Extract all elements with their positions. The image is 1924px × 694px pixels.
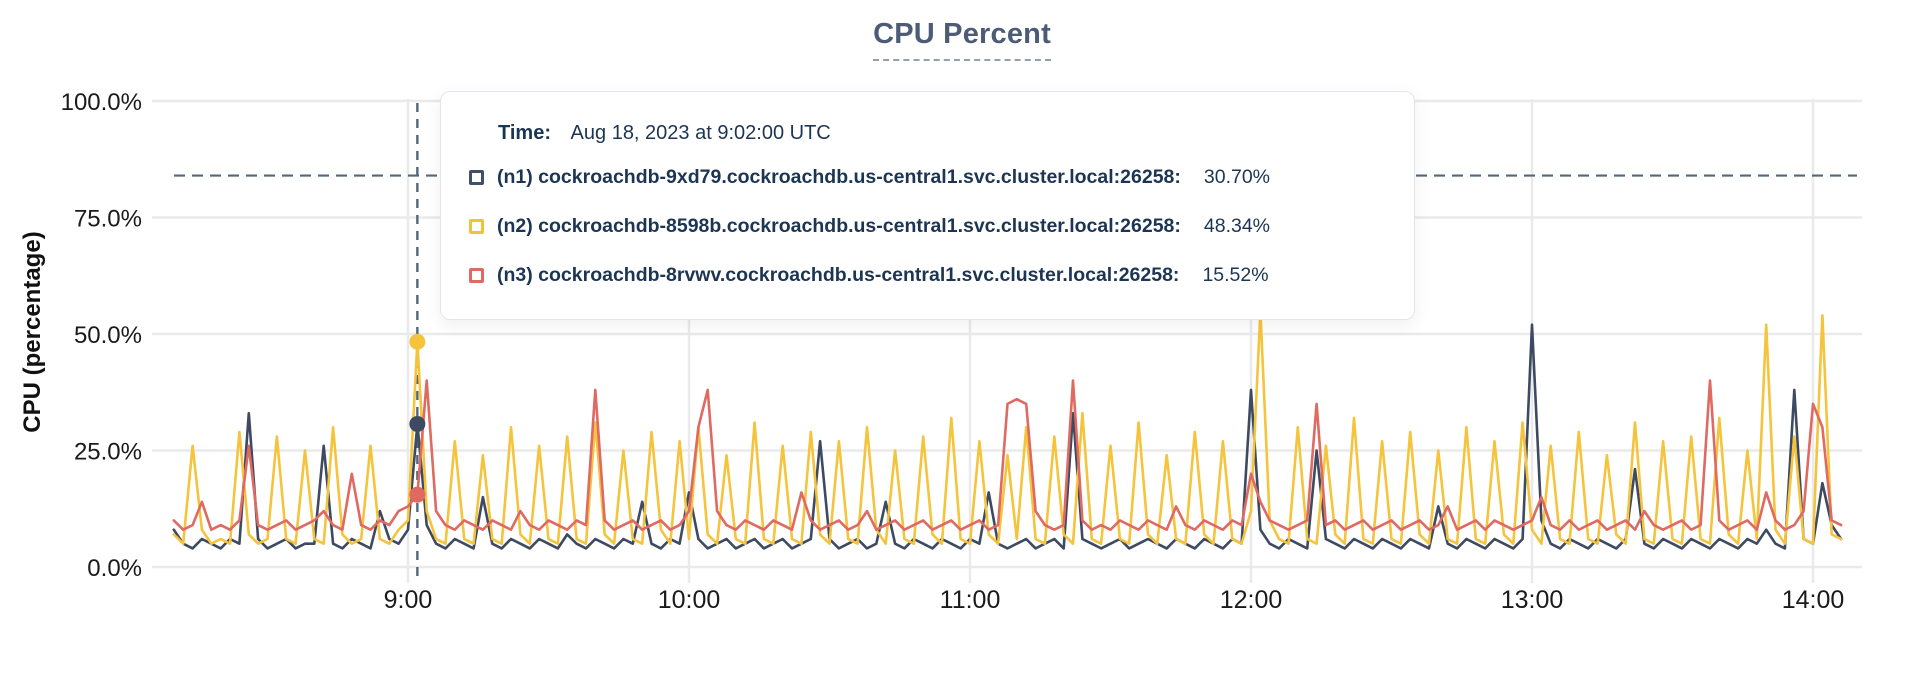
series-line-n2	[172, 309, 1843, 546]
y-tick-label: 100.0%	[61, 89, 142, 116]
x-tick-label: 9:00	[384, 586, 433, 614]
tooltip-time-row: Time: Aug 18, 2023 at 9:02:00 UTC	[498, 122, 1390, 145]
hover-point-marker-n2	[409, 333, 426, 350]
hover-point-marker-n1	[409, 415, 426, 432]
legend-swatch-icon	[469, 219, 484, 234]
hover-point-marker-n3	[409, 486, 426, 503]
legend-label: (n2) cockroachdb-8598b.cockroachdb.us-ce…	[497, 215, 1181, 237]
x-tick-label: 13:00	[1501, 586, 1564, 614]
tooltip-legend: (n1) cockroachdb-9xd79.cockroachdb.us-ce…	[469, 166, 1390, 287]
legend-row-n2: (n2) cockroachdb-8598b.cockroachdb.us-ce…	[469, 215, 1390, 238]
series-line-n1	[172, 323, 1843, 550]
legend-value: 15.52%	[1202, 264, 1269, 286]
legend-swatch-icon	[469, 268, 484, 283]
y-tick-label: 75.0%	[74, 206, 142, 233]
y-tick-label: 0.0%	[87, 555, 142, 582]
legend-swatch-icon	[469, 170, 484, 185]
chart-title: CPU Percent	[873, 18, 1051, 61]
hover-tooltip: Time: Aug 18, 2023 at 9:02:00 UTC (n1) c…	[440, 91, 1415, 320]
y-tick-label: 25.0%	[74, 439, 142, 466]
y-tick-label: 50.0%	[74, 322, 142, 349]
legend-label: (n1) cockroachdb-9xd79.cockroachdb.us-ce…	[497, 166, 1181, 188]
tooltip-time-value: Aug 18, 2023 at 9:02:00 UTC	[570, 122, 831, 144]
series-line-n3	[172, 379, 1843, 532]
tooltip-time-label: Time:	[498, 122, 551, 144]
legend-label: (n3) cockroachdb-8rvwv.cockroachdb.us-ce…	[497, 264, 1180, 286]
x-tick-label: 12:00	[1220, 586, 1283, 614]
x-tick-label: 10:00	[658, 586, 721, 614]
x-tick-label: 14:00	[1782, 586, 1845, 614]
x-tick-label: 11:00	[940, 586, 1001, 614]
chart-header: CPU Percent	[0, 18, 1924, 61]
legend-row-n1: (n1) cockroachdb-9xd79.cockroachdb.us-ce…	[469, 166, 1390, 189]
legend-value: 48.34%	[1203, 215, 1271, 237]
legend-value: 30.70%	[1203, 166, 1271, 188]
legend-row-n3: (n3) cockroachdb-8rvwv.cockroachdb.us-ce…	[469, 264, 1390, 287]
